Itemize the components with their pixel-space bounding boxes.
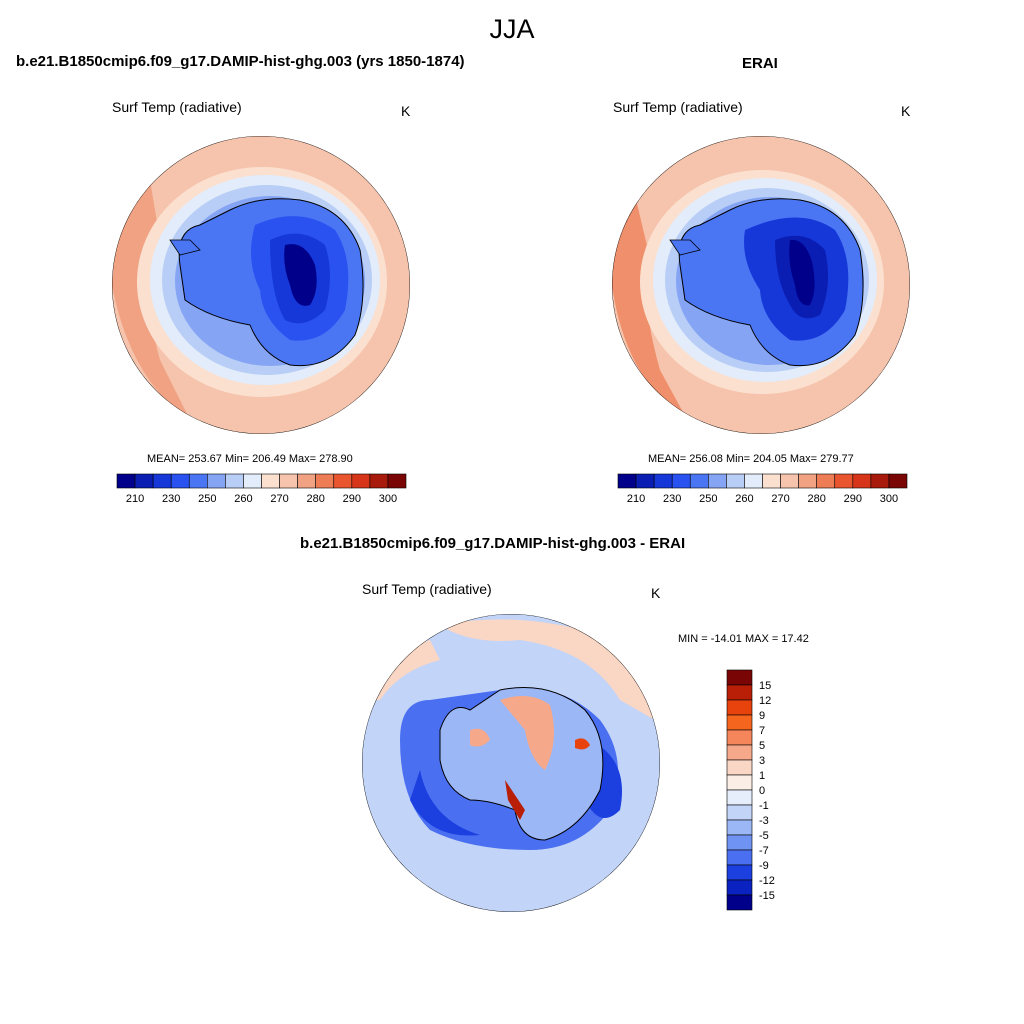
colorbar-swatch xyxy=(744,473,763,489)
colorbar-swatch xyxy=(834,473,854,489)
obs-panel-title: ERAI xyxy=(742,55,778,72)
colorbar-tick-label: 12 xyxy=(759,695,771,707)
colorbar-tick-label: 270 xyxy=(771,493,789,505)
model-polar-map xyxy=(112,136,410,434)
colorbar-swatch xyxy=(170,473,190,489)
colorbar-tick-label: 260 xyxy=(735,493,753,505)
model-variable-label: Surf Temp (radiative) xyxy=(112,99,242,115)
colorbar-swatch xyxy=(726,879,753,896)
colorbar-swatch xyxy=(225,473,244,489)
obs-polar-map xyxy=(612,136,910,434)
colorbar-swatch xyxy=(726,849,753,866)
model-units-label: K xyxy=(401,103,411,119)
diff-units-label: K xyxy=(651,585,661,601)
colorbar-tick-label: -3 xyxy=(759,815,769,827)
obs-variable-label: Surf Temp (radiative) xyxy=(613,99,743,115)
colorbar-tick-label: -1 xyxy=(759,800,769,812)
colorbar-tick-label: -5 xyxy=(759,830,769,842)
colorbar-swatch xyxy=(333,473,353,489)
colorbar-swatch xyxy=(726,834,753,851)
model-panel-title: b.e21.B1850cmip6.f09_g17.DAMIP-hist-ghg.… xyxy=(16,53,465,70)
colorbar-swatch xyxy=(780,473,799,489)
colorbar-tick-label: 9 xyxy=(759,710,765,722)
colorbar-swatch xyxy=(188,473,208,489)
colorbar-tick-label: 270 xyxy=(270,493,288,505)
obs-stats: MEAN= 256.08 Min= 204.05 Max= 279.77 xyxy=(648,453,854,465)
colorbar-tick-label: -15 xyxy=(759,890,775,902)
colorbar-tick-label: 1 xyxy=(759,770,765,782)
colorbar-tick-label: 250 xyxy=(198,493,216,505)
colorbar-swatch xyxy=(726,819,753,836)
colorbar-swatch xyxy=(762,473,781,489)
colorbar-swatch xyxy=(279,473,298,489)
colorbar-tick-label: 280 xyxy=(307,493,325,505)
colorbar-tick-label: 5 xyxy=(759,740,765,752)
colorbar-swatch xyxy=(798,473,817,489)
colorbar-swatch xyxy=(726,744,753,761)
colorbar-swatch xyxy=(635,473,655,489)
colorbar-swatch xyxy=(116,473,136,489)
colorbar-swatch xyxy=(726,473,745,489)
colorbar-swatch xyxy=(617,473,637,489)
diff-polar-map xyxy=(362,614,660,912)
colorbar-swatch xyxy=(888,473,908,489)
colorbar-tick-label: 300 xyxy=(880,493,898,505)
diff-variable-label: Surf Temp (radiative) xyxy=(362,581,492,597)
colorbar-swatch xyxy=(689,473,709,489)
obs-colorbar: 210 230 250 260 270 280 290 300 xyxy=(617,473,908,505)
model-colorbar: 210 230 250 260 270 280 290 300 xyxy=(116,473,407,505)
colorbar-tick-label: 3 xyxy=(759,755,765,767)
obs-units-label: K xyxy=(901,103,911,119)
colorbar-swatch xyxy=(726,714,753,731)
colorbar-swatch xyxy=(726,804,753,821)
diff-stats: MIN = -14.01 MAX = 17.42 xyxy=(678,633,809,645)
colorbar-swatch xyxy=(243,473,262,489)
colorbar-swatch xyxy=(726,699,753,716)
colorbar-tick-label: 0 xyxy=(759,785,765,797)
colorbar-tick-label: 210 xyxy=(627,493,645,505)
diff-panel-title: b.e21.B1850cmip6.f09_g17.DAMIP-hist-ghg.… xyxy=(300,535,686,552)
colorbar-tick-label: 15 xyxy=(759,680,771,692)
colorbar-swatch xyxy=(726,789,753,806)
colorbar-swatch xyxy=(726,759,753,776)
colorbar-swatch xyxy=(315,473,335,489)
colorbar-tick-label: 300 xyxy=(379,493,397,505)
colorbar-swatch xyxy=(671,473,691,489)
colorbar-swatch xyxy=(152,473,172,489)
colorbar-swatch xyxy=(387,473,407,489)
colorbar-tick-label: 230 xyxy=(663,493,681,505)
colorbar-tick-label: 250 xyxy=(699,493,717,505)
colorbar-tick-label: 7 xyxy=(759,725,765,737)
colorbar-tick-label: 290 xyxy=(343,493,361,505)
colorbar-tick-label: -7 xyxy=(759,845,769,857)
colorbar-swatch xyxy=(261,473,280,489)
colorbar-swatch xyxy=(870,473,890,489)
colorbar-swatch xyxy=(297,473,316,489)
colorbar-swatch xyxy=(653,473,673,489)
colorbar-tick-label: 290 xyxy=(844,493,862,505)
colorbar-tick-label: 260 xyxy=(234,493,252,505)
colorbar-tick-label: 230 xyxy=(162,493,180,505)
colorbar-swatch xyxy=(134,473,154,489)
season-title: JJA xyxy=(489,14,535,44)
colorbar-tick-label: -9 xyxy=(759,860,769,872)
colorbar-swatch xyxy=(726,669,753,686)
colorbar-swatch xyxy=(726,684,753,701)
colorbar-swatch xyxy=(726,774,753,791)
colorbar-swatch xyxy=(816,473,836,489)
colorbar-swatch xyxy=(351,473,371,489)
colorbar-swatch xyxy=(726,729,753,746)
colorbar-tick-label: 210 xyxy=(126,493,144,505)
colorbar-swatch xyxy=(726,894,753,911)
colorbar-swatch xyxy=(369,473,389,489)
colorbar-swatch xyxy=(708,473,727,489)
diff-colorbar: 15 12 9 7 5 3 1 0 -1 -3 -5 -7 -9 -12 -15 xyxy=(726,669,775,911)
colorbar-swatch xyxy=(726,864,753,881)
colorbar-tick-label: 280 xyxy=(808,493,826,505)
colorbar-tick-label: -12 xyxy=(759,875,775,887)
colorbar-swatch xyxy=(207,473,226,489)
colorbar-swatch xyxy=(852,473,872,489)
model-stats: MEAN= 253.67 Min= 206.49 Max= 278.90 xyxy=(147,453,353,465)
